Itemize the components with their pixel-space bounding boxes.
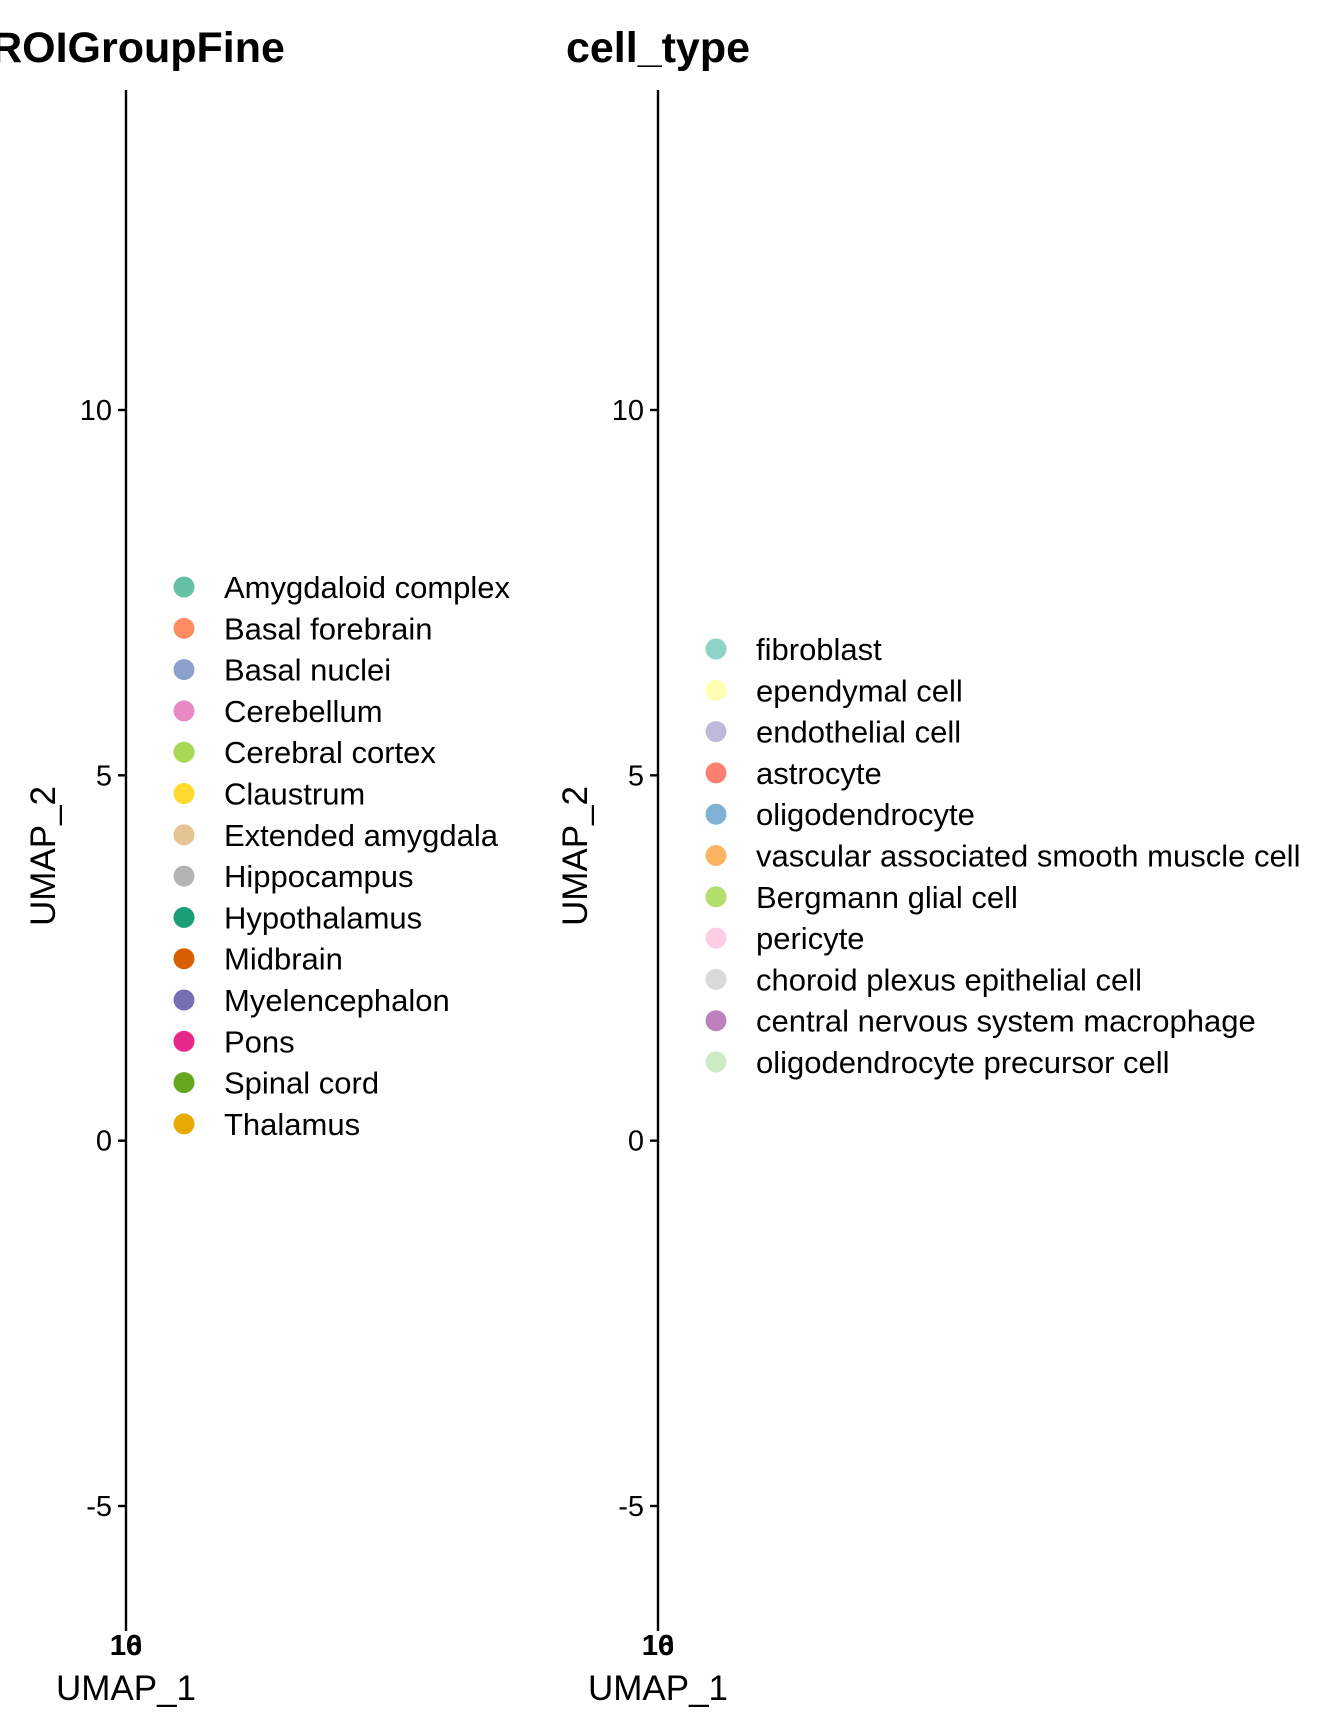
- chart-title: cell_type: [566, 24, 750, 72]
- legend-item: pericyte: [705, 921, 865, 956]
- legend-swatch: [705, 638, 727, 660]
- legend-item: astrocyte: [705, 756, 882, 791]
- x-tick-label: 10: [642, 1630, 674, 1662]
- legend-swatch: [705, 762, 727, 784]
- legend-label: Claustrum: [224, 777, 365, 812]
- legend-swatch: [173, 741, 195, 763]
- chart-title: ROIGroupFine: [0, 24, 285, 72]
- legend-swatch: [173, 783, 195, 804]
- legend-swatch: [705, 1010, 727, 1032]
- y-tick-label: 0: [96, 1126, 112, 1158]
- legend-swatch: [705, 721, 727, 743]
- legend-label: vascular associated smooth muscle cell: [756, 839, 1300, 874]
- legend-label: Spinal cord: [224, 1066, 379, 1101]
- legend-label: fibroblast: [756, 632, 882, 667]
- legend-item: oligodendrocyte precursor cell: [705, 1045, 1170, 1080]
- legend-item: Extended amygdala: [173, 818, 499, 853]
- legend-swatch: [705, 927, 727, 949]
- y-tick-label: 10: [612, 395, 644, 427]
- legend-label: oligodendrocyte precursor cell: [756, 1045, 1170, 1080]
- y-tick-label: 5: [96, 760, 112, 792]
- legend-label: Hippocampus: [224, 859, 414, 894]
- y-axis-title: UMAP_2: [556, 786, 595, 926]
- legend-swatch: [173, 659, 195, 681]
- legend-item: Amygdaloid complex: [173, 570, 511, 605]
- legend-item: Pons: [173, 1024, 295, 1059]
- legend-item: Spinal cord: [173, 1066, 379, 1101]
- legend-item: Basal nuclei: [173, 653, 391, 688]
- legend: Amygdaloid complex Basal forebrain Basal n…: [173, 570, 511, 1142]
- legend-label: central nervous system macrophage: [756, 1004, 1256, 1039]
- legend-label: Cerebral cortex: [224, 735, 436, 770]
- legend-label: choroid plexus epithelial cell: [756, 962, 1142, 997]
- legend-swatch: [173, 1072, 195, 1094]
- legend-label: pericyte: [756, 921, 865, 956]
- legend-item: Cerebellum: [173, 694, 383, 729]
- legend-item: Bergmann glial cell: [705, 880, 1018, 915]
- legend-label: endothelial cell: [756, 715, 961, 750]
- legend-label: Myelencephalon: [224, 983, 450, 1018]
- legend-swatch: [705, 845, 727, 866]
- legend-label: Basal nuclei: [224, 653, 391, 688]
- legend-swatch: [173, 576, 195, 598]
- legend-item: fibroblast: [705, 632, 882, 667]
- legend-item: Basal forebrain: [173, 611, 433, 646]
- legend-label: Extended amygdala: [224, 818, 499, 853]
- legend-label: Amygdaloid complex: [224, 570, 511, 605]
- legend-swatch: [173, 1030, 195, 1052]
- legend-item: Thalamus: [173, 1107, 360, 1142]
- legend-item: vascular associated smooth muscle cell: [705, 839, 1300, 874]
- legend-item: endothelial cell: [705, 715, 961, 750]
- legend-item: choroid plexus epithelial cell: [705, 962, 1142, 997]
- legend-swatch: [173, 1113, 195, 1135]
- x-tick-label: 16: [110, 1630, 142, 1662]
- chart-panel-0: ROIGroupFine-505101016UMAP_1UMAP_2Amygda…: [0, 24, 511, 1708]
- legend-label: Hypothalamus: [224, 900, 422, 935]
- legend-swatch: [705, 679, 727, 701]
- legend-swatch: [173, 824, 195, 846]
- legend-item: Hypothalamus: [173, 900, 422, 935]
- legend-item: oligodendrocyte: [705, 797, 975, 832]
- legend-label: Midbrain: [224, 942, 343, 977]
- legend-swatch: [173, 906, 195, 928]
- legend-swatch: [705, 1051, 727, 1073]
- legend-item: Myelencephalon: [173, 983, 450, 1018]
- x-axis-title: UMAP_1: [588, 1669, 728, 1708]
- y-tick-label: 10: [80, 395, 112, 427]
- legend-item: Cerebral cortex: [173, 735, 436, 770]
- legend-label: Thalamus: [224, 1107, 360, 1142]
- legend-swatch: [173, 948, 195, 970]
- y-tick-label: 0: [628, 1126, 644, 1158]
- legend-label: astrocyte: [756, 756, 882, 791]
- legend: fibroblast ependymal cell endothelial cell…: [705, 632, 1300, 1080]
- legend-item: Claustrum: [173, 777, 365, 812]
- legend-swatch: [173, 865, 195, 887]
- legend-label: Cerebellum: [224, 694, 383, 729]
- y-tick-label: 5: [628, 760, 644, 792]
- legend-label: Bergmann glial cell: [756, 880, 1018, 915]
- legend-item: central nervous system macrophage: [705, 1004, 1256, 1039]
- legend-swatch: [173, 700, 195, 722]
- legend-item: ependymal cell: [705, 673, 963, 708]
- x-tick-label: 10: [110, 1630, 142, 1662]
- legend-label: Pons: [224, 1024, 295, 1059]
- legend-label: ependymal cell: [756, 673, 963, 708]
- y-tick-label: -5: [86, 1491, 112, 1523]
- legend-swatch: [705, 968, 727, 990]
- legend-swatch: [173, 989, 195, 1011]
- legend-swatch: [173, 617, 195, 639]
- y-tick-label: -5: [618, 1491, 644, 1523]
- legend-label: Basal forebrain: [224, 611, 433, 646]
- x-tick-label: 16: [642, 1630, 674, 1662]
- legend-label: oligodendrocyte: [756, 797, 975, 832]
- legend-swatch: [705, 886, 727, 908]
- x-axis-title: UMAP_1: [56, 1669, 196, 1708]
- legend-item: Midbrain: [173, 942, 343, 977]
- legend-item: Hippocampus: [173, 859, 414, 894]
- legend-swatch: [705, 803, 727, 825]
- y-axis-title: UMAP_2: [24, 786, 63, 926]
- chart-panel-1: cell_type-505101016UMAP_1UMAP_2fibroblas…: [556, 24, 1300, 1708]
